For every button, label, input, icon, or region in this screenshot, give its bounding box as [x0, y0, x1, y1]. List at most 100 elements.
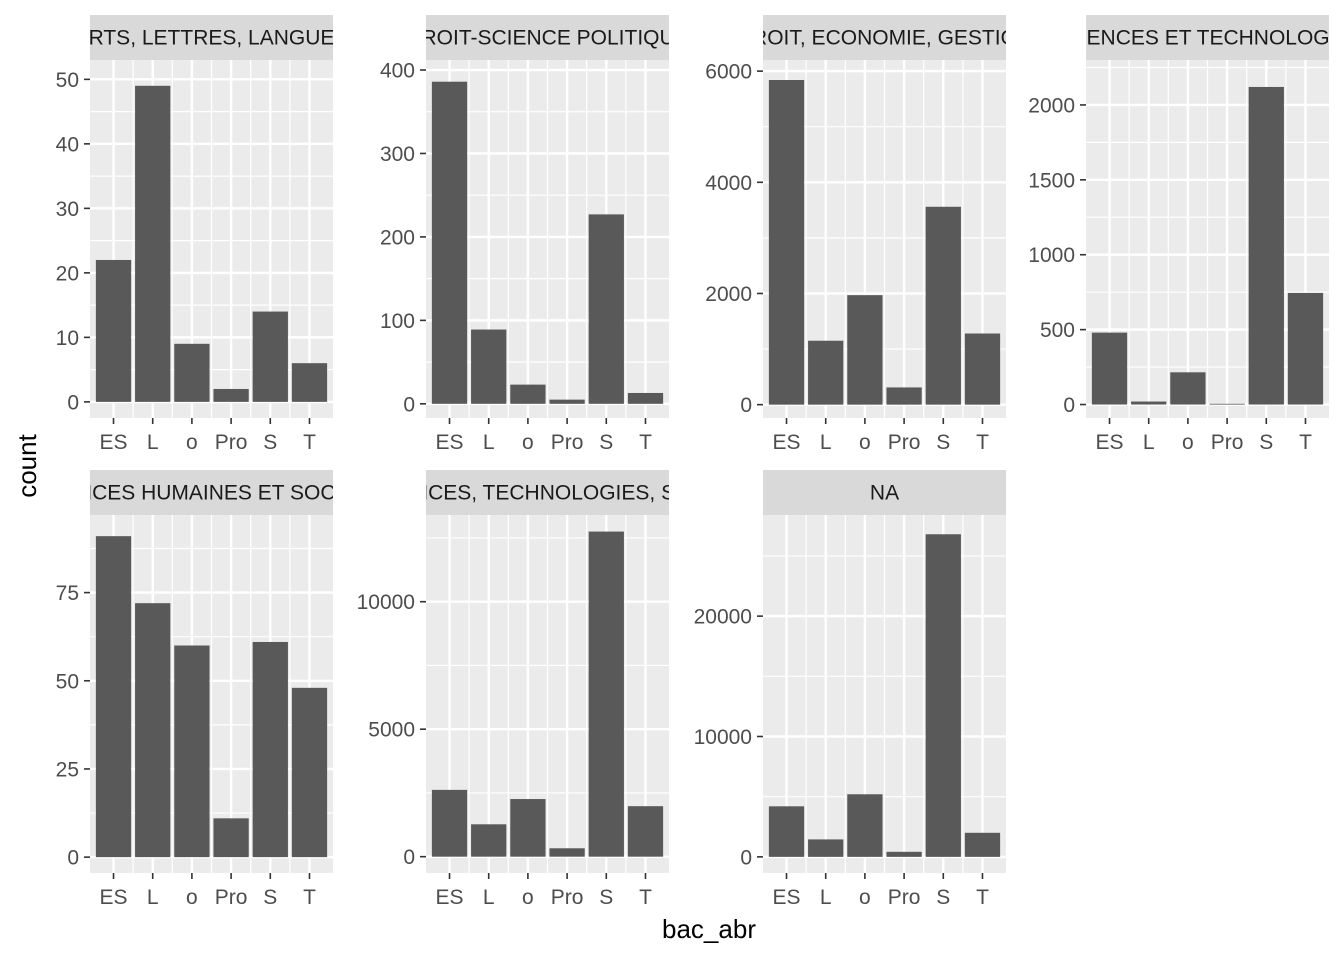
y-tick-label: 5000 — [368, 719, 415, 742]
bar-Pro — [886, 387, 922, 405]
x-tick-label: Pro — [551, 431, 584, 454]
x-tick-label: o — [186, 886, 198, 909]
y-tick-label: 0 — [403, 393, 415, 416]
y-tick-label: 0 — [67, 847, 79, 870]
y-tick-label: 0 — [1063, 394, 1075, 417]
x-tick-label: Pro — [215, 886, 248, 909]
bar-S — [252, 641, 288, 858]
x-tick-label: ES — [100, 886, 128, 909]
bar-S — [252, 311, 288, 402]
y-tick-label: 25 — [56, 758, 79, 781]
bar-o — [174, 645, 210, 858]
x-tick-label: ES — [436, 886, 464, 909]
y-tick-label: 400 — [380, 60, 415, 83]
bar-Pro — [549, 399, 585, 404]
bar-S — [588, 531, 624, 857]
facet-panel: SCIENCES, TECHNOLOGIES, SANTE 0 5000 10000 E… — [357, 470, 731, 909]
y-tick-label: 100 — [380, 310, 415, 333]
x-tick-label: Pro — [888, 431, 921, 454]
y-tick-label: 6000 — [705, 61, 752, 84]
x-tick-label: T — [976, 886, 989, 909]
y-tick-label: 0 — [403, 846, 415, 869]
x-tick-label: ES — [773, 431, 801, 454]
bar-o — [510, 799, 546, 857]
y-tick-label: 10000 — [694, 726, 752, 749]
x-tick-label: L — [147, 886, 159, 909]
x-tick-label: Pro — [215, 431, 248, 454]
y-tick-label: 200 — [380, 226, 415, 249]
x-tick-label: Pro — [888, 886, 921, 909]
y-tick-label: 20 — [56, 262, 79, 285]
y-tick-label: 0 — [740, 846, 752, 869]
bar-L — [135, 85, 171, 402]
y-tick-label: 4000 — [705, 172, 752, 195]
y-tick-label: 50 — [56, 69, 79, 92]
y-tick-label: 10 — [56, 327, 79, 350]
x-tick-label: S — [1259, 431, 1273, 454]
bar-o — [1170, 372, 1206, 405]
x-tick-label: S — [263, 886, 277, 909]
bar-S — [588, 214, 624, 404]
x-tick-label: L — [483, 886, 495, 909]
x-tick-label: ES — [1096, 431, 1124, 454]
y-tick-label: 30 — [56, 198, 79, 221]
facet-strip — [1086, 15, 1329, 60]
x-tick-label: T — [303, 886, 316, 909]
facet-strip — [763, 470, 1006, 515]
bar-Pro — [886, 851, 922, 857]
facet-strip — [90, 470, 333, 515]
bar-T — [964, 832, 1001, 857]
facet-strip-label: ARTS, LETTRES, LANGUES — [75, 27, 349, 50]
x-tick-label: Pro — [551, 886, 584, 909]
x-tick-label: S — [599, 886, 613, 909]
y-tick-label: 1000 — [1028, 244, 1075, 267]
bar-ES — [768, 80, 805, 405]
bar-L — [808, 839, 844, 857]
y-tick-label: 40 — [56, 133, 79, 156]
bar-L — [808, 340, 844, 405]
bar-L — [471, 824, 507, 857]
facet-strip-label: SCIENCES ET TECHNOLOGIES — [1052, 27, 1344, 50]
x-tick-label: o — [859, 886, 871, 909]
x-tick-label: T — [976, 431, 989, 454]
x-tick-label: L — [820, 886, 832, 909]
x-tick-label: S — [936, 431, 950, 454]
x-tick-label: T — [303, 431, 316, 454]
bar-ES — [95, 536, 132, 858]
x-tick-label: T — [639, 431, 652, 454]
x-tick-label: T — [1299, 431, 1312, 454]
y-tick-label: 20000 — [694, 606, 752, 629]
facet-strip — [426, 15, 669, 60]
x-tick-label: L — [820, 431, 832, 454]
bar-Pro — [213, 818, 249, 858]
x-tick-label: o — [859, 431, 871, 454]
x-tick-label: S — [599, 431, 613, 454]
y-tick-label: 75 — [56, 582, 79, 605]
facet-strip-label: SCIENCES HUMAINES ET SOCIALES — [28, 482, 395, 505]
facet-strip — [763, 15, 1006, 60]
y-tick-label: 500 — [1040, 319, 1075, 342]
bar-T — [627, 392, 664, 404]
x-tick-label: Pro — [1211, 431, 1244, 454]
facet-strip-label: NA — [870, 482, 899, 505]
facet-strip-label: SCIENCES, TECHNOLOGIES, SANTE — [364, 482, 731, 505]
bar-o — [174, 343, 210, 402]
x-tick-label: S — [936, 886, 950, 909]
x-tick-label: ES — [436, 431, 464, 454]
bar-ES — [431, 789, 468, 857]
facet-strip-label: DROIT-SCIENCE POLITIQUE — [406, 27, 688, 50]
bar-ES — [768, 806, 805, 857]
facet-strip-label: DROIT, ECONOMIE, GESTION — [737, 27, 1032, 50]
bar-ES — [1091, 332, 1128, 405]
x-tick-label: ES — [100, 431, 128, 454]
y-tick-label: 0 — [740, 394, 752, 417]
x-tick-label: L — [483, 431, 495, 454]
x-tick-label: o — [186, 431, 198, 454]
y-tick-label: 10000 — [357, 591, 415, 614]
